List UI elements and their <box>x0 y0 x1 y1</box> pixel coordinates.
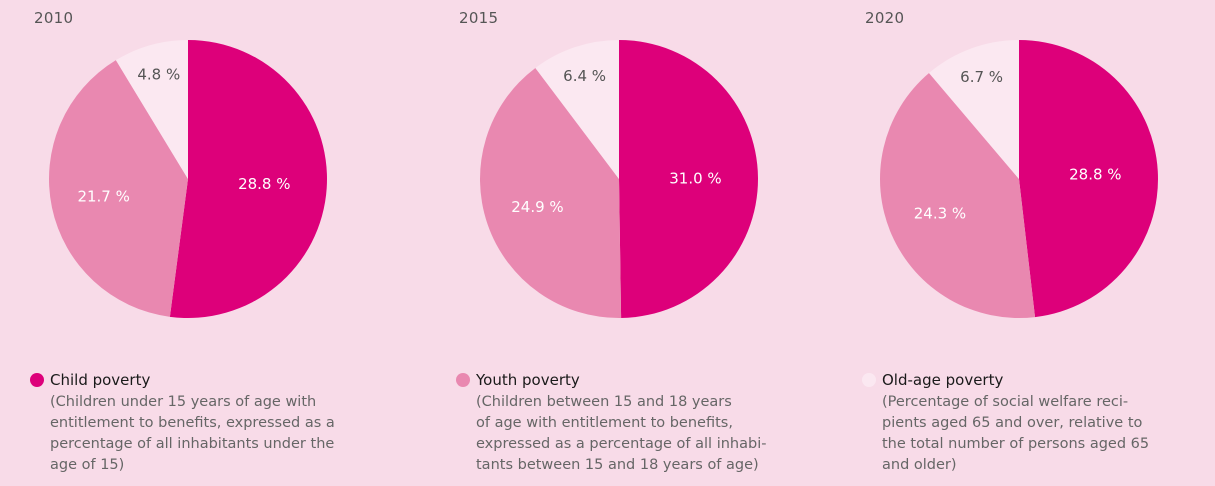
pie-label-2010-old-age-poverty: 4.8 % <box>137 66 180 84</box>
legend-old-age-poverty-header: Old-age poverty <box>862 370 1215 390</box>
legend-old-age-poverty: Old-age poverty (Percentage of social we… <box>862 370 1215 476</box>
old-age-poverty-dot-icon <box>862 373 876 387</box>
pie-slice-2015-youth-poverty <box>479 67 622 318</box>
legend-youth-poverty-line-4: tants between 15 and 18 years of age) <box>476 457 759 473</box>
legend-child-poverty-line-1: (Children under 15 years of age with <box>50 394 317 410</box>
legend-old-age-poverty-description: (Percentage of social welfare reci- pien… <box>882 392 1215 476</box>
legend-youth-poverty-title: Youth poverty <box>476 371 580 389</box>
legend-old-age-poverty-title: Old-age poverty <box>882 371 1004 389</box>
legend-youth-poverty-description: (Children between 15 and 18 years of age… <box>476 392 816 476</box>
pie-label-2020-youth-poverty: 24.3 % <box>914 204 966 222</box>
legend-child-poverty-line-2: entitlement to benefits, expressed as a <box>50 415 335 431</box>
legend-old-age-poverty-line-2: pients aged 65 and over, relative to <box>882 415 1143 431</box>
year-label-2020: 2020 <box>865 9 905 27</box>
pie-slice-2010-child-poverty <box>169 40 327 318</box>
pie-slice-2020-youth-poverty <box>880 73 1036 319</box>
pie-label-2020-child-poverty: 28.8 % <box>1069 166 1121 184</box>
legend-child-poverty: Child poverty (Children under 15 years o… <box>30 370 390 476</box>
pie-label-2010-child-poverty: 28.8 % <box>238 175 290 193</box>
pie-label-2010-youth-poverty: 21.7 % <box>77 188 129 206</box>
pie-label-2015-youth-poverty: 24.9 % <box>511 198 563 216</box>
legend-child-poverty-line-3: percentage of all inhabitants under the <box>50 436 335 452</box>
legend-child-poverty-header: Child poverty <box>30 370 390 390</box>
pie-slice-2020-old-age-poverty <box>929 40 1019 179</box>
pie-chart-2020: 28.8 % 24.3 % 6.7 % <box>880 40 1159 319</box>
legend-old-age-poverty-line-3: the total number of persons aged 65 <box>882 436 1150 452</box>
legend-youth-poverty-line-2: of age with entitlement to benefits, <box>476 415 733 431</box>
pie-label-2015-old-age-poverty: 6.4 % <box>563 67 606 85</box>
legend-youth-poverty-line-1: (Children between 15 and 18 years <box>476 394 732 410</box>
pie-slice-2010-old-age-poverty <box>115 40 188 179</box>
pie-slice-2010-youth-poverty <box>48 60 188 317</box>
legend-child-poverty-title: Child poverty <box>50 371 151 389</box>
pie-slice-2020-child-poverty <box>1019 40 1159 318</box>
year-label-2010: 2010 <box>34 9 74 27</box>
child-poverty-dot-icon <box>30 373 44 387</box>
legend-old-age-poverty-line-1: (Percentage of social welfare reci- <box>882 394 1129 410</box>
legend-child-poverty-description: (Children under 15 years of age with ent… <box>50 392 390 476</box>
legend-child-poverty-line-4: age of 15) <box>50 457 125 473</box>
legend-old-age-poverty-line-4: and older) <box>882 457 957 473</box>
legend-youth-poverty-line-3: expressed as a percentage of all inhabi- <box>476 436 767 452</box>
pie-label-2015-child-poverty: 31.0 % <box>669 169 721 187</box>
legend-youth-poverty-header: Youth poverty <box>456 370 816 390</box>
pie-label-2020-old-age-poverty: 6.7 % <box>960 68 1003 86</box>
year-label-2015: 2015 <box>459 9 499 27</box>
pie-chart-2010: 28.8 % 21.7 % 4.8 % <box>48 40 327 318</box>
pie-chart-2015: 31.0 % 24.9 % 6.4 % <box>479 40 759 318</box>
pie-slice-2015-old-age-poverty <box>535 40 619 179</box>
legend-youth-poverty: Youth poverty (Children between 15 and 1… <box>456 370 816 476</box>
youth-poverty-dot-icon <box>456 373 470 387</box>
pie-slice-2015-child-poverty <box>619 40 759 318</box>
